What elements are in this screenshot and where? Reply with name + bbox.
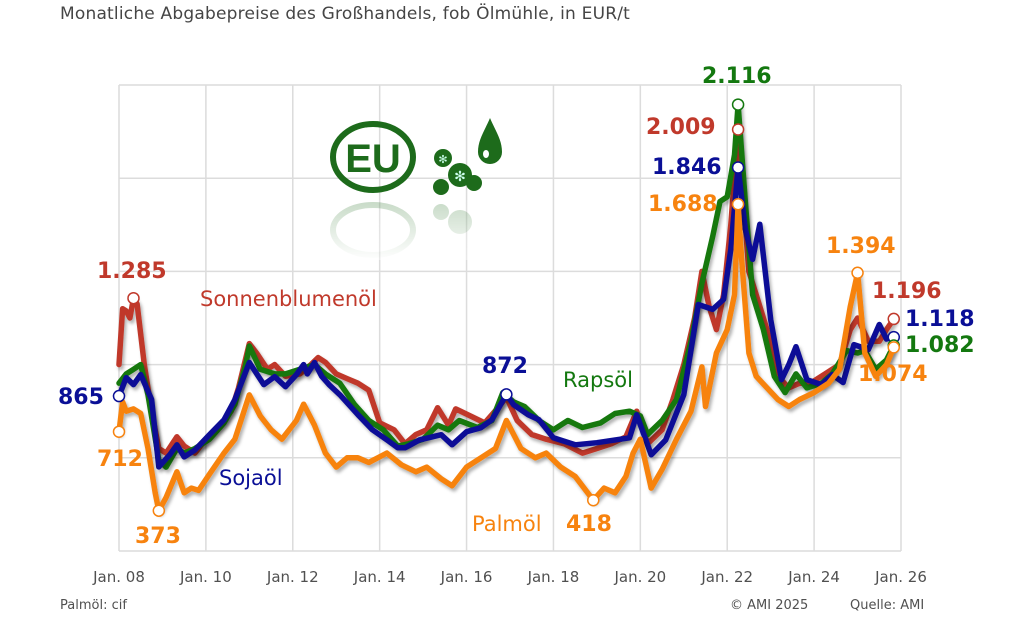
annotation-marker	[112, 425, 126, 438]
svg-text:EU: EU	[345, 137, 401, 181]
series-label-palmoel: Palmöl	[472, 512, 542, 536]
x-tick-label: Jan. 14	[353, 568, 406, 586]
value-label: 865	[58, 385, 104, 410]
annotation-marker	[887, 341, 901, 354]
x-tick-label: Jan. 22	[701, 568, 754, 586]
annotation-marker	[731, 98, 745, 111]
value-label: 1.285	[97, 259, 167, 284]
annotation-marker	[500, 388, 513, 401]
eu-logo: EU ✻ ✻	[320, 118, 520, 260]
value-label: 1.074	[858, 362, 928, 387]
annotation-marker	[731, 123, 745, 136]
annotation-marker	[112, 389, 126, 403]
series-label-sojaoel: Sojaöl	[219, 466, 283, 490]
value-label: 2.116	[702, 64, 772, 89]
value-label: 1.196	[872, 279, 942, 304]
x-tick-label: Jan. 10	[180, 568, 232, 586]
value-label: 872	[482, 354, 528, 379]
copyright: © AMI 2025	[730, 598, 809, 613]
value-label: 712	[97, 447, 143, 472]
value-label: 1.394	[826, 234, 896, 259]
value-label: 1.688	[648, 192, 718, 217]
svg-text:✻: ✻	[454, 168, 466, 184]
annotation-markers	[112, 98, 901, 517]
x-tick-label: Jan. 16	[440, 568, 493, 586]
annotation-marker	[127, 291, 140, 305]
footnote: Palmöl: cif	[60, 598, 127, 613]
x-tick-label: Jan. 12	[266, 568, 319, 586]
value-label: 1.082	[905, 333, 975, 358]
series-line-Sojaöl	[116, 164, 897, 470]
annotation-marker	[731, 161, 745, 174]
chart-title: Monatliche Abgabepreise des Großhandels,…	[60, 4, 631, 24]
series-lines	[116, 101, 897, 514]
value-label: 1.846	[652, 155, 722, 180]
x-tick-label: Jan. 18	[527, 568, 580, 586]
annotation-marker	[587, 493, 600, 507]
x-tick-label: Jan. 26	[875, 568, 927, 586]
annotation-marker	[731, 198, 745, 211]
series-label-sonnenblumenoel: Sonnenblumenöl	[200, 287, 377, 311]
annotation-marker	[851, 266, 864, 280]
value-label: 418	[566, 512, 612, 537]
annotation-marker	[152, 504, 166, 517]
value-label: 373	[135, 524, 181, 549]
series-line-Palmöl	[116, 201, 897, 514]
value-label: 1.118	[905, 307, 975, 332]
source: Quelle: AMI	[850, 598, 925, 613]
series-line-Rapsöl	[116, 101, 897, 470]
x-tick-label: Jan. 20	[614, 568, 667, 586]
svg-text:✻: ✻	[438, 154, 447, 166]
logo-reflection	[320, 200, 520, 260]
annotation-marker	[887, 312, 901, 326]
x-tick-label: Jan. 08	[93, 568, 145, 586]
flower-icon: ✻ ✻	[433, 149, 482, 195]
series-label-rapsoel: Rapsöl	[563, 368, 633, 392]
eu-oval-icon: EU	[330, 121, 416, 193]
droplet-icon	[478, 118, 502, 164]
x-tick-label: Jan. 24	[788, 568, 840, 586]
value-label: 2.009	[646, 115, 716, 140]
